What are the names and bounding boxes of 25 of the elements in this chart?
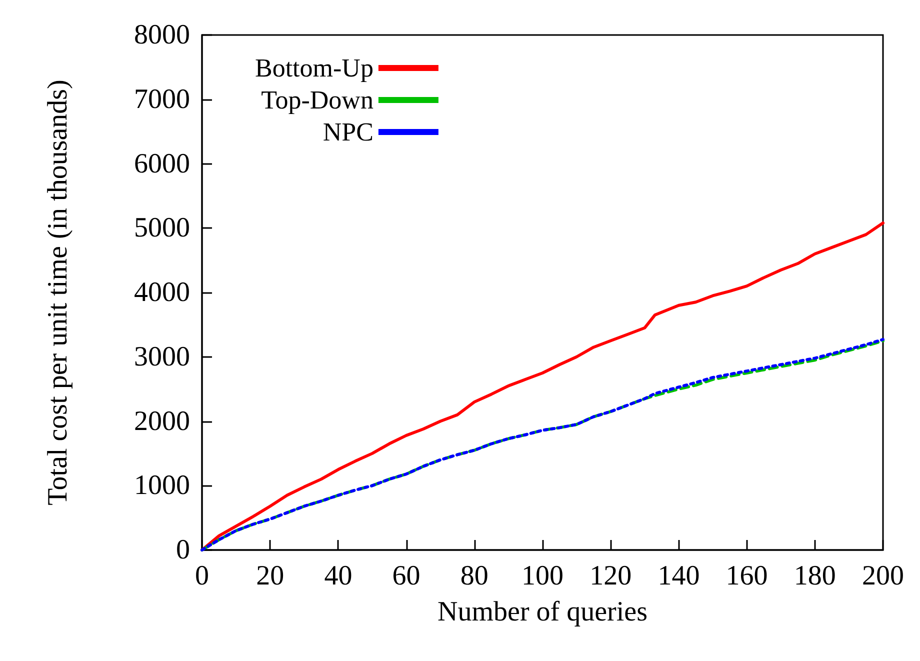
y-tick-label: 3000	[134, 341, 190, 372]
y-tick-label: 2000	[134, 406, 190, 437]
x-axis-title: Number of queries	[438, 596, 648, 628]
x-tick-label: 120	[590, 560, 632, 592]
x-tick-label: 80	[460, 560, 488, 592]
y-tick-label: 7000	[134, 84, 190, 115]
y-tick-label: 6000	[134, 148, 190, 180]
legend-label: NPC	[322, 118, 374, 146]
x-tick-label: 0	[195, 560, 209, 592]
y-tick-label: 0	[176, 534, 190, 566]
legend-label: Bottom-Up	[254, 54, 374, 82]
x-tick-label: 100	[522, 560, 564, 592]
x-tick-label: 180	[794, 560, 836, 592]
y-tick-label: 5000	[134, 212, 190, 244]
y-tick-label: 8000	[134, 20, 190, 50]
x-tick-label: 160	[726, 560, 768, 592]
legend-label: Top-Down	[261, 86, 374, 114]
x-tick-label: 60	[392, 560, 420, 592]
y-tick-label: 4000	[134, 277, 190, 308]
x-tick-label: 200	[862, 560, 904, 592]
x-tick-label: 20	[256, 560, 284, 592]
y-tick-label: 1000	[134, 470, 190, 502]
x-tick-label: 140	[658, 560, 700, 592]
x-tick-label: 40	[324, 560, 352, 592]
y-axis-title: Total cost per unit time (in thousands)	[42, 80, 74, 506]
